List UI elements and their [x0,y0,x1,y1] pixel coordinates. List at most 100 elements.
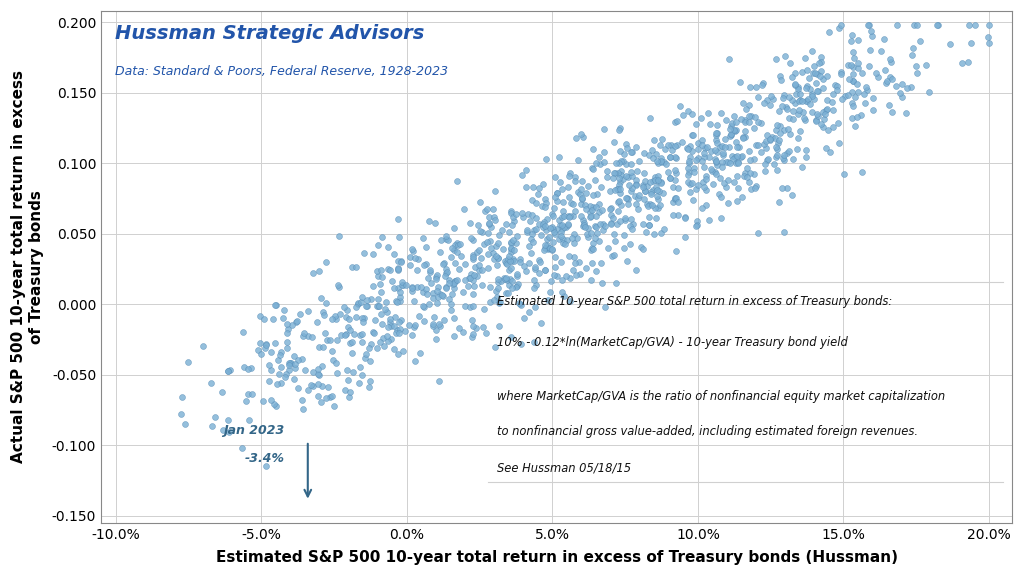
Point [819,71,835,81]
Point [277,372,293,381]
Point [422,266,439,275]
Point [571,189,587,198]
Point [641,150,657,160]
Point [260,361,277,370]
Point [629,204,646,213]
Point [622,160,639,169]
Point [234,443,250,452]
Point [718,135,734,144]
Point [609,219,625,229]
Point [508,231,525,240]
Point [502,237,519,247]
Point [737,169,753,178]
Point [240,365,256,374]
Point [464,290,481,299]
Point [660,168,676,177]
Point [702,165,719,174]
Point [541,223,558,233]
Point [758,143,775,153]
Point [604,251,620,260]
Point [437,271,453,281]
Point [454,287,470,296]
Point [174,392,191,401]
Point [728,137,744,146]
Point [587,222,604,231]
Point [731,143,747,152]
Point [634,181,651,190]
Point [340,322,357,331]
Point [244,389,260,398]
Point [607,168,623,177]
Point [697,143,713,153]
Point [527,264,543,274]
Point [613,166,629,175]
Point [648,149,664,158]
Point [704,179,721,188]
Point [425,321,442,331]
Point [596,219,612,228]
Point [531,255,547,264]
Point [574,176,590,185]
Point [332,310,349,319]
Point [461,273,478,282]
Point [429,283,446,292]
Point [681,144,697,153]
Point [447,276,463,286]
Point [836,92,853,101]
Point [845,70,861,79]
Point [582,275,599,285]
Point [414,234,430,243]
Point [680,164,696,173]
Point [797,84,814,93]
Point [612,124,628,133]
Point [476,322,492,331]
Point [549,196,566,205]
Point [299,332,316,341]
Point [514,209,530,218]
Point [507,282,524,291]
Point [562,273,578,282]
Point [548,271,565,281]
Point [240,389,256,399]
Point [262,366,279,375]
Point [722,158,738,167]
Point [802,100,818,109]
Point [376,304,393,313]
Point [432,247,448,256]
Point [623,187,640,196]
Point [623,225,640,234]
Point [833,94,850,104]
Point [656,225,672,234]
Point [735,98,751,108]
Point [570,156,586,165]
Point [845,101,861,111]
Point [412,348,428,358]
Point [690,180,706,190]
Point [654,189,670,198]
Point [275,313,291,323]
Point [775,93,791,103]
Point [603,210,619,219]
Point [720,199,736,208]
Point [737,132,753,142]
Point [375,333,392,342]
Point [318,393,334,402]
Point [616,230,632,240]
Point [621,240,638,249]
Point [606,137,622,146]
Point [640,201,656,210]
Point [394,281,410,290]
Point [964,39,980,48]
Point [304,367,321,377]
Point [865,93,882,103]
Point [525,183,541,192]
Point [537,266,554,275]
Point [813,67,829,76]
Point [365,281,381,290]
Point [416,317,433,326]
Point [771,135,787,145]
Point [815,74,831,84]
Point [428,298,445,308]
Point [794,108,811,117]
Point [612,217,628,226]
